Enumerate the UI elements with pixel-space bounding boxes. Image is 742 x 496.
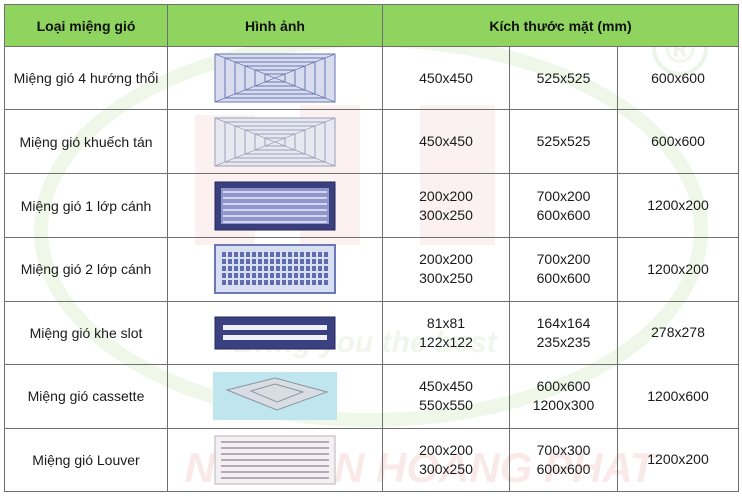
size-cell: 450x450 550x550 bbox=[382, 364, 510, 429]
double-deflection-grille-image bbox=[211, 244, 339, 295]
size-value: 450x450 bbox=[419, 378, 473, 395]
size-value: 1200x600 bbox=[647, 387, 709, 404]
size-value: 235x235 bbox=[536, 333, 591, 350]
size-cell: 700x300 600x600 bbox=[509, 427, 618, 493]
size-cell: 200x200 300x250 bbox=[382, 427, 510, 493]
diffuser-type-name: Miệng gió khe slot bbox=[4, 300, 168, 366]
size-cell: 450x450 bbox=[382, 45, 510, 111]
size-cell: 525x525 bbox=[509, 45, 618, 111]
size-cell: 525x525 bbox=[509, 109, 618, 174]
diffuser-type-name: Miệng gió 2 lớp cánh bbox=[4, 237, 168, 302]
size-value: 600x600 bbox=[536, 378, 591, 395]
size-cell: 81x81 122x122 bbox=[382, 300, 510, 366]
size-cell: 600x600 1200x300 bbox=[509, 364, 618, 429]
square-diffuser-image bbox=[211, 117, 339, 167]
louver-image bbox=[211, 435, 339, 485]
size-value: 525x525 bbox=[536, 133, 591, 150]
size-value: 700x200 bbox=[536, 251, 591, 268]
table-header-row: Loại miệng gió Hình ảnh Kích thước mặt (… bbox=[4, 4, 740, 47]
table-row: Miệng gió 2 lớp cánh 200x200 300x250 700x20… bbox=[4, 237, 740, 302]
size-value: 700x200 bbox=[536, 187, 591, 204]
size-value: 600x600 bbox=[536, 460, 591, 477]
table-row: Miệng gió Louver 200x200 300x250 700x300 600… bbox=[4, 427, 740, 493]
size-value: 278x278 bbox=[651, 324, 705, 341]
diffuser-type-name: Miệng gió 4 hướng thổi bbox=[4, 45, 168, 111]
cassette-diffuser-image bbox=[211, 372, 339, 421]
size-value: 1200x200 bbox=[647, 451, 709, 468]
size-value: 200x200 bbox=[419, 187, 473, 204]
diffuser-type-name: Miệng gió Louver bbox=[4, 427, 168, 493]
size-value: 1200x200 bbox=[647, 197, 709, 214]
size-cell: 600x600 bbox=[616, 109, 740, 174]
size-value: 81x81 bbox=[426, 314, 466, 331]
size-value: 700x300 bbox=[536, 441, 591, 458]
size-value: 1200x300 bbox=[532, 397, 595, 414]
diffuser-image-cell bbox=[167, 364, 383, 429]
diffuser-image-cell bbox=[167, 300, 383, 366]
table-row: Miệng gió khuếch tán 450x450 525x525 600x60… bbox=[4, 109, 740, 174]
diffuser-image-cell bbox=[167, 237, 383, 302]
size-value: 600x600 bbox=[651, 133, 705, 150]
size-value: 200x200 bbox=[419, 251, 473, 268]
four-way-diffuser-image bbox=[211, 53, 339, 103]
size-cell: 200x200 300x250 bbox=[382, 237, 510, 302]
size-cell: 1200x200 bbox=[616, 237, 740, 302]
air-diffuser-table: Loại miệng gió Hình ảnh Kích thước mặt (… bbox=[4, 4, 740, 493]
diffuser-image-cell bbox=[167, 45, 383, 111]
diffuser-type-name: Miệng gió cassette bbox=[4, 364, 168, 429]
table-row: Miệng gió cassette 450x450 550x550 600x600 1… bbox=[4, 364, 740, 429]
size-value: 600x600 bbox=[536, 270, 591, 287]
size-value: 300x250 bbox=[419, 206, 473, 223]
size-cell: 700x200 600x600 bbox=[509, 172, 618, 239]
size-cell: 278x278 bbox=[616, 300, 740, 366]
table-row: Miệng gió 4 hướng thổi 450x450 525x525 600x… bbox=[4, 45, 740, 111]
slot-diffuser-image bbox=[211, 316, 339, 350]
size-cell: 164x164 235x235 bbox=[509, 300, 618, 366]
diffuser-type-name: Miệng gió 1 lớp cánh bbox=[4, 172, 168, 239]
size-value: 300x250 bbox=[419, 270, 473, 287]
size-value: 1200x200 bbox=[647, 260, 709, 277]
size-value: 200x200 bbox=[419, 441, 473, 458]
size-value: 450x450 bbox=[419, 69, 473, 86]
size-value: 525x525 bbox=[536, 69, 591, 86]
size-value: 300x250 bbox=[419, 460, 473, 477]
size-cell: 700x200 600x600 bbox=[509, 237, 618, 302]
size-cell: 1200x600 bbox=[616, 364, 740, 429]
size-value: 600x600 bbox=[651, 69, 705, 86]
diffuser-image-cell bbox=[167, 172, 383, 239]
size-cell: 450x450 bbox=[382, 109, 510, 174]
size-value: 600x600 bbox=[536, 206, 591, 223]
single-deflection-grille-image bbox=[211, 181, 339, 231]
size-cell: 1200x200 bbox=[616, 427, 740, 493]
diffuser-type-name: Miệng gió khuếch tán bbox=[4, 109, 168, 174]
size-cell: 1200x200 bbox=[616, 172, 740, 239]
header-image: Hình ảnh bbox=[167, 4, 383, 47]
diffuser-image-cell bbox=[167, 109, 383, 174]
diffuser-image-cell bbox=[167, 427, 383, 493]
header-size: Kích thước mặt (mm) bbox=[381, 4, 740, 47]
size-cell: 600x600 bbox=[616, 45, 740, 111]
size-cell: 200x200 300x250 bbox=[382, 172, 510, 239]
header-type: Loại miệng gió bbox=[4, 4, 168, 47]
size-value: 550x550 bbox=[419, 397, 473, 414]
table-row: Miệng gió khe slot 81x81 122x122 164x164 235… bbox=[4, 300, 740, 366]
size-value: 122x122 bbox=[419, 333, 473, 350]
size-value: 450x450 bbox=[419, 133, 473, 150]
table-row: Miệng gió 1 lớp cánh 200x200 300x250 700x20… bbox=[4, 172, 740, 239]
size-value: 164x164 bbox=[536, 314, 591, 331]
